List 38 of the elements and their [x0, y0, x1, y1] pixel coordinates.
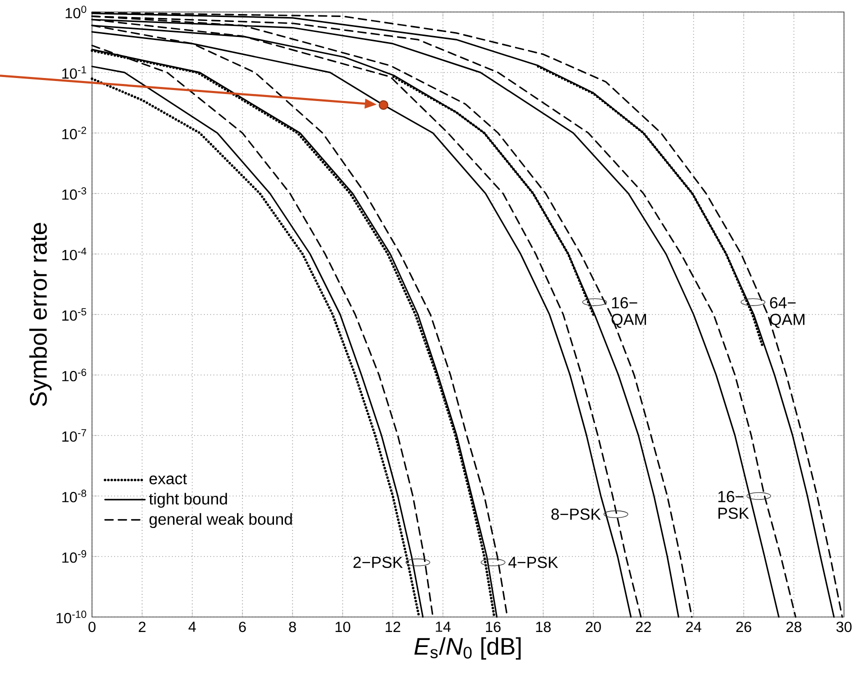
annotation: 8−PSK: [551, 508, 601, 520]
y-tick-label: 10$^{-9}$: [62, 550, 86, 563]
x-tick-label: 28: [786, 622, 802, 632]
y-tick-label: 10$^{-2}$: [62, 126, 86, 140]
annotation: 16− PSK: [718, 490, 750, 519]
x-tick-label: 16: [486, 622, 501, 632]
x-tick-label: 10: [336, 622, 350, 632]
x-tick-label: 18: [536, 622, 551, 632]
annotation: 4−PSK: [508, 556, 558, 568]
y-tick-label: 10$^{-10}$: [56, 610, 86, 624]
x-tick-label: 0: [88, 622, 96, 632]
x-tick-label: 26: [736, 622, 752, 632]
legend-label: tight bound: [149, 492, 227, 508]
annotation: 16− QAM: [612, 297, 646, 328]
annotation: 2−PSK: [353, 556, 403, 568]
y-tick-label: 10$^{0}$: [66, 6, 86, 18]
y-tick-label: 10$^{-8}$: [62, 490, 86, 502]
x-tick-label: 4: [188, 622, 196, 632]
y-tick-label: 10$^{-4}$: [62, 248, 86, 260]
y-tick-label: 10$^{-6}$: [62, 368, 86, 382]
x-tick-label: 8: [289, 622, 296, 632]
annotation: 64− QAM: [770, 297, 804, 328]
legend-label: exact: [149, 474, 187, 484]
y-tick-label: 10$^{-1}$: [62, 66, 86, 79]
x-tick-label: 14: [436, 622, 451, 632]
x-axis-title: E$_{s}$/N$_{0}$ [dB]: [414, 637, 521, 660]
x-tick-label: 6: [239, 622, 246, 632]
x-tick-label: 20: [586, 622, 601, 632]
legend-label: general weak bound: [149, 513, 292, 528]
x-tick-label: 2: [138, 622, 146, 632]
x-tick-label: 30: [836, 622, 852, 632]
x-tick-label: 24: [686, 622, 702, 632]
x-tick-label: 22: [636, 622, 651, 632]
y-axis-title: Symbol error rate: [29, 222, 52, 406]
y-tick-label: 10$^{-7}$: [62, 429, 86, 442]
y-tick-label: 10$^{-3}$: [62, 187, 86, 200]
y-tick-label: 10$^{-5}$: [62, 308, 86, 321]
x-tick-label: 12: [386, 622, 400, 632]
